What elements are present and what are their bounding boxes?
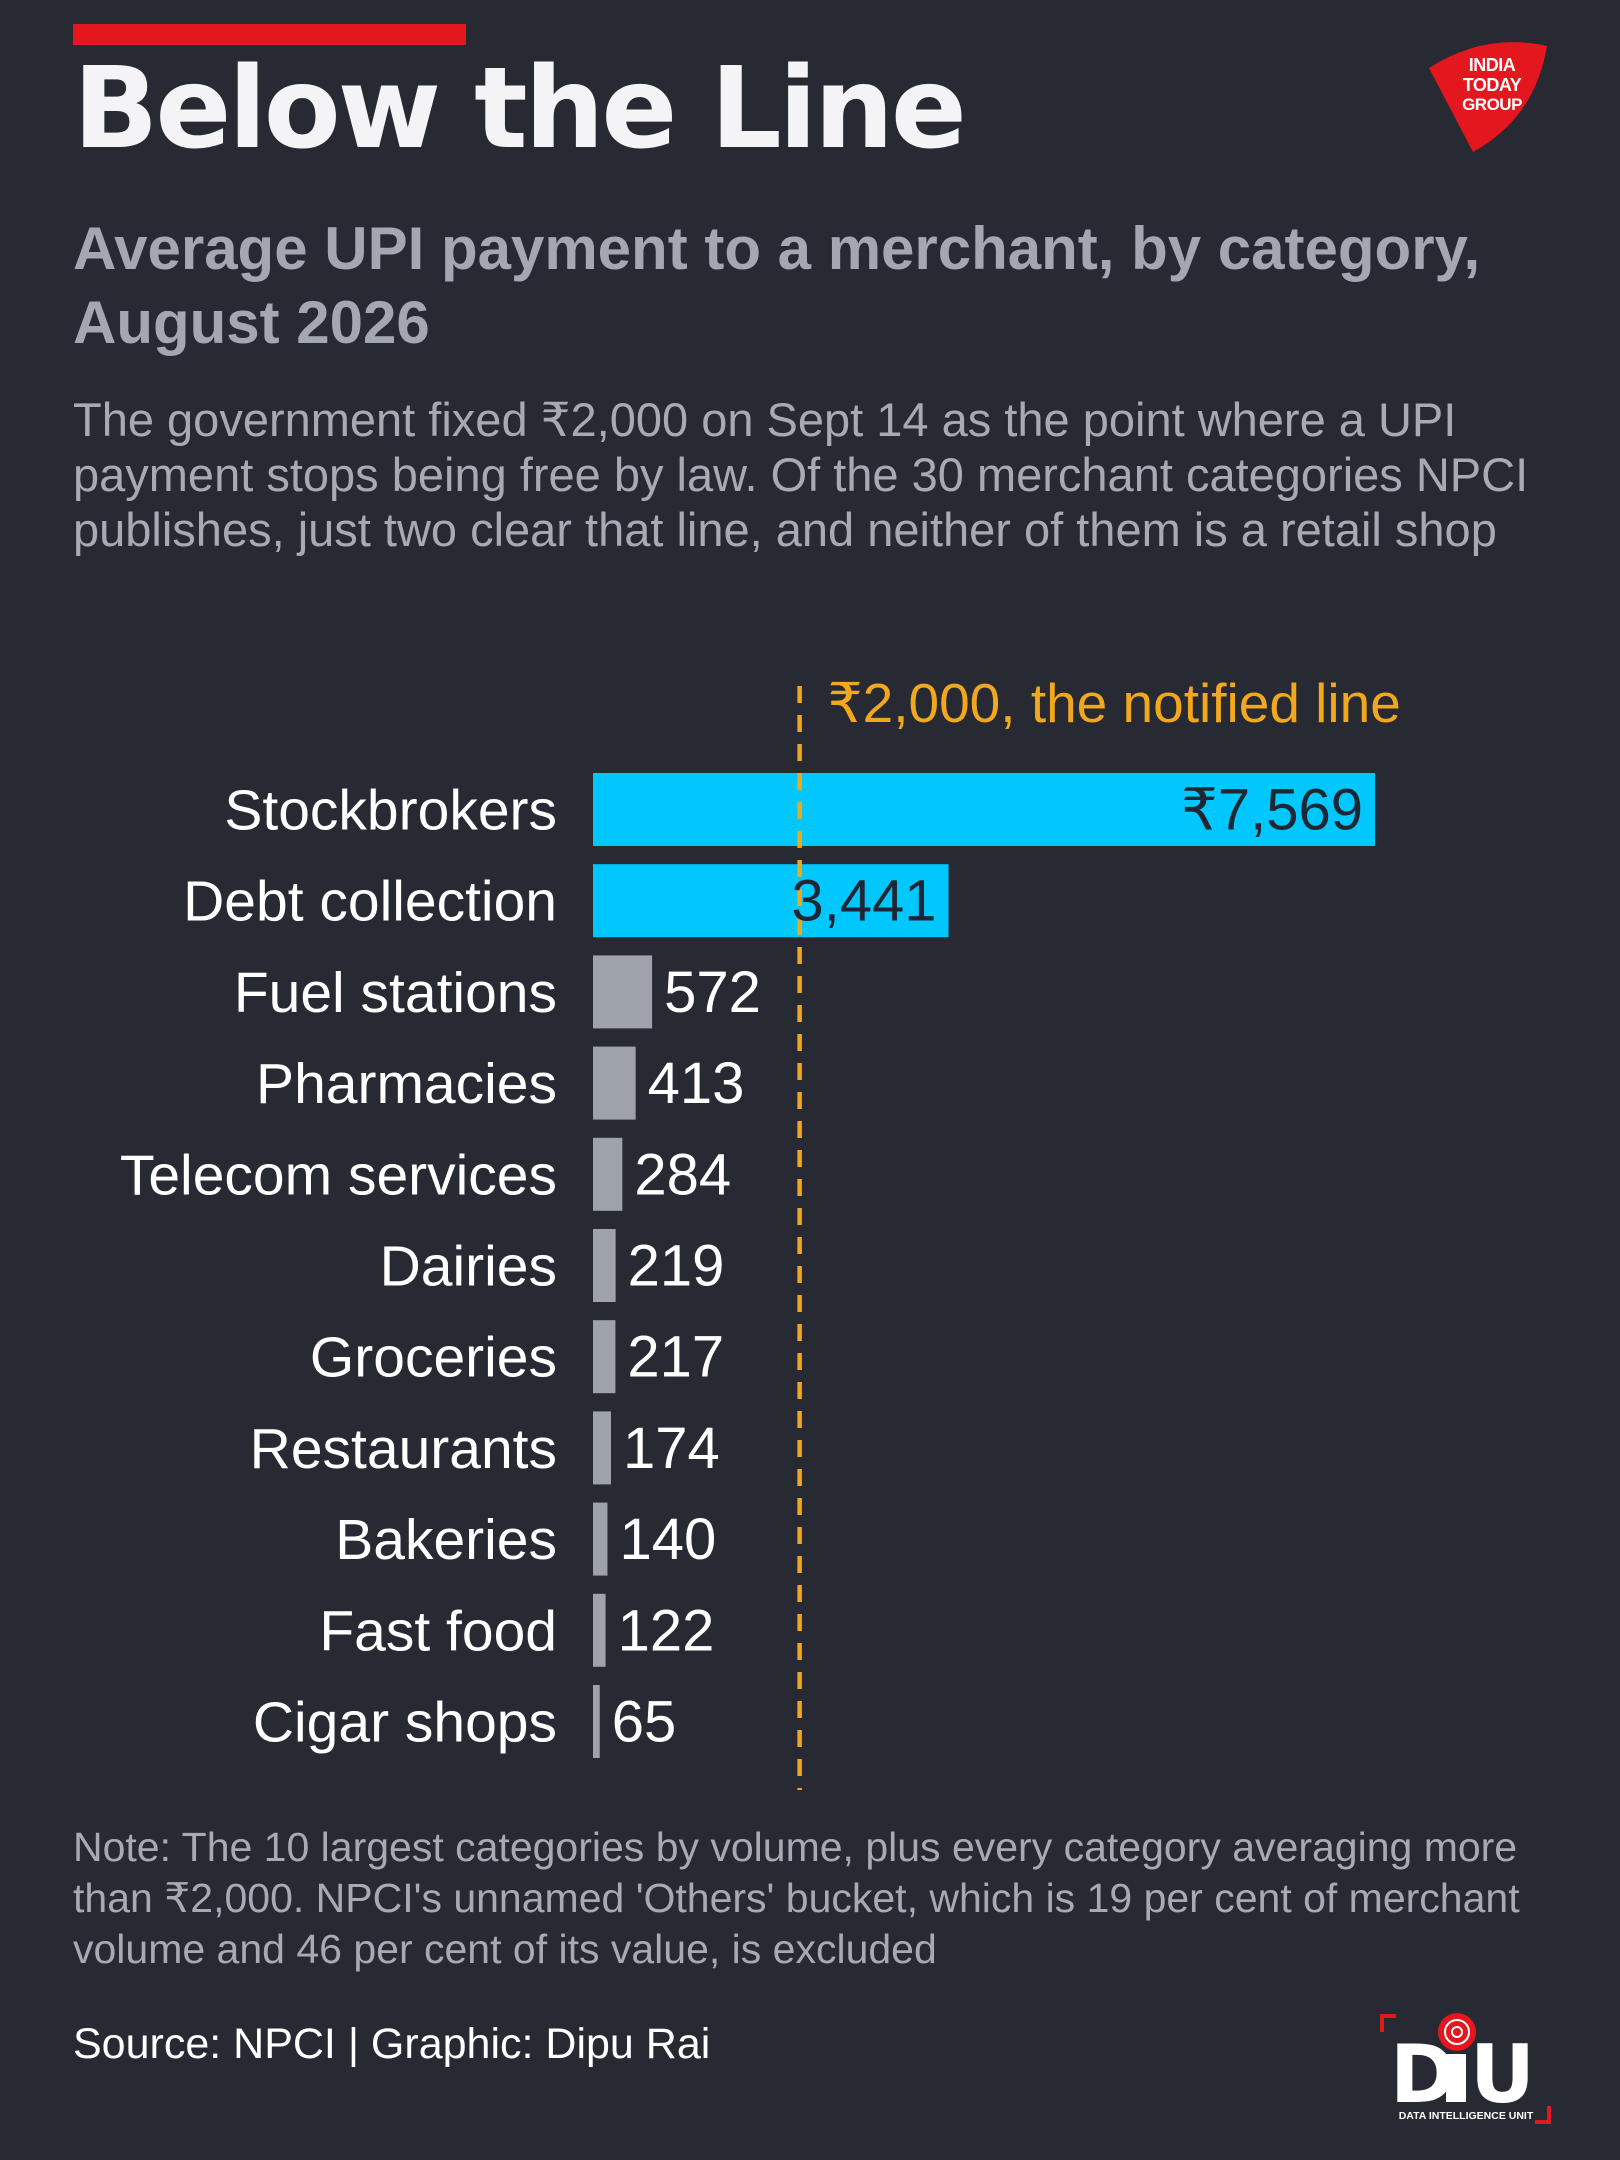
value-labels-group: ₹7,569 3,441 572 413 284 219 217 174 140 122 65 xyxy=(612,778,1363,1755)
value-label: 174 xyxy=(623,1416,720,1481)
bar-2 xyxy=(593,955,653,1029)
category-label: Dairies xyxy=(380,1235,557,1299)
bar-9 xyxy=(593,1593,606,1667)
svg-text:INDIA: INDIA xyxy=(1469,55,1516,75)
chart-subtitle: Average UPI payment to a merchant, by ca… xyxy=(73,215,1481,356)
category-labels-group: Stockbrokers Debt collection Fuel stations… xyxy=(120,779,557,1755)
threshold-label: ₹2,000, the notified line xyxy=(828,672,1401,734)
bar-7 xyxy=(593,1411,611,1485)
svg-text:DATA INTELLIGENCE UNIT: DATA INTELLIGENCE UNIT xyxy=(1399,2110,1534,2122)
bar-5 xyxy=(593,1229,616,1302)
category-label: Cigar shops xyxy=(253,1691,557,1755)
category-label: Telecom services xyxy=(120,1143,557,1207)
value-label: ₹7,569 xyxy=(1181,778,1363,843)
india-today-group-logo: INDIA TODAY GROUP xyxy=(1429,42,1547,152)
diu-logo: D U DATA INTELLIGENCE UNIT xyxy=(1380,2013,1551,2124)
category-label: Fuel stations xyxy=(234,961,557,1025)
value-label: 413 xyxy=(648,1051,745,1116)
value-label: 140 xyxy=(619,1507,716,1572)
bars-group xyxy=(593,773,1375,1758)
chart-note: Note: The 10 largest categories by volum… xyxy=(73,1824,1520,1972)
value-label: 219 xyxy=(628,1234,725,1299)
svg-text:U: U xyxy=(1470,2028,1531,2121)
value-label: 3,441 xyxy=(791,869,936,934)
bar-3 xyxy=(593,1046,636,1120)
svg-text:TODAY: TODAY xyxy=(1463,75,1522,95)
value-label: 217 xyxy=(627,1325,724,1390)
source-credit: Source: NPCI | Graphic: Dipu Rai xyxy=(73,2020,711,2068)
category-label: Debt collection xyxy=(183,870,557,934)
category-label: Pharmacies xyxy=(256,1052,557,1116)
bar-chart: ₹2,000, the notified line Stockbrokers Deb… xyxy=(120,672,1401,1790)
svg-text:GROUP: GROUP xyxy=(1462,95,1522,114)
category-label: Bakeries xyxy=(335,1508,557,1572)
category-label: Groceries xyxy=(310,1326,557,1390)
value-label: 122 xyxy=(618,1598,715,1663)
bar-1 xyxy=(593,864,949,938)
headline: Below the Line xyxy=(73,44,967,174)
bar-0 xyxy=(593,773,1375,846)
chart-description: The government fixed ₹2,000 on Sept 14 a… xyxy=(73,393,1529,556)
bar-10 xyxy=(593,1685,600,1758)
category-label: Stockbrokers xyxy=(224,779,557,843)
value-label: 284 xyxy=(634,1142,731,1207)
bar-8 xyxy=(593,1502,608,1576)
value-label: 572 xyxy=(664,960,761,1025)
category-label: Fast food xyxy=(319,1599,557,1663)
category-label: Restaurants xyxy=(250,1417,557,1481)
bar-4 xyxy=(593,1137,623,1211)
accent-bar xyxy=(73,24,466,45)
bar-6 xyxy=(593,1320,616,1394)
value-label: 65 xyxy=(612,1690,677,1755)
